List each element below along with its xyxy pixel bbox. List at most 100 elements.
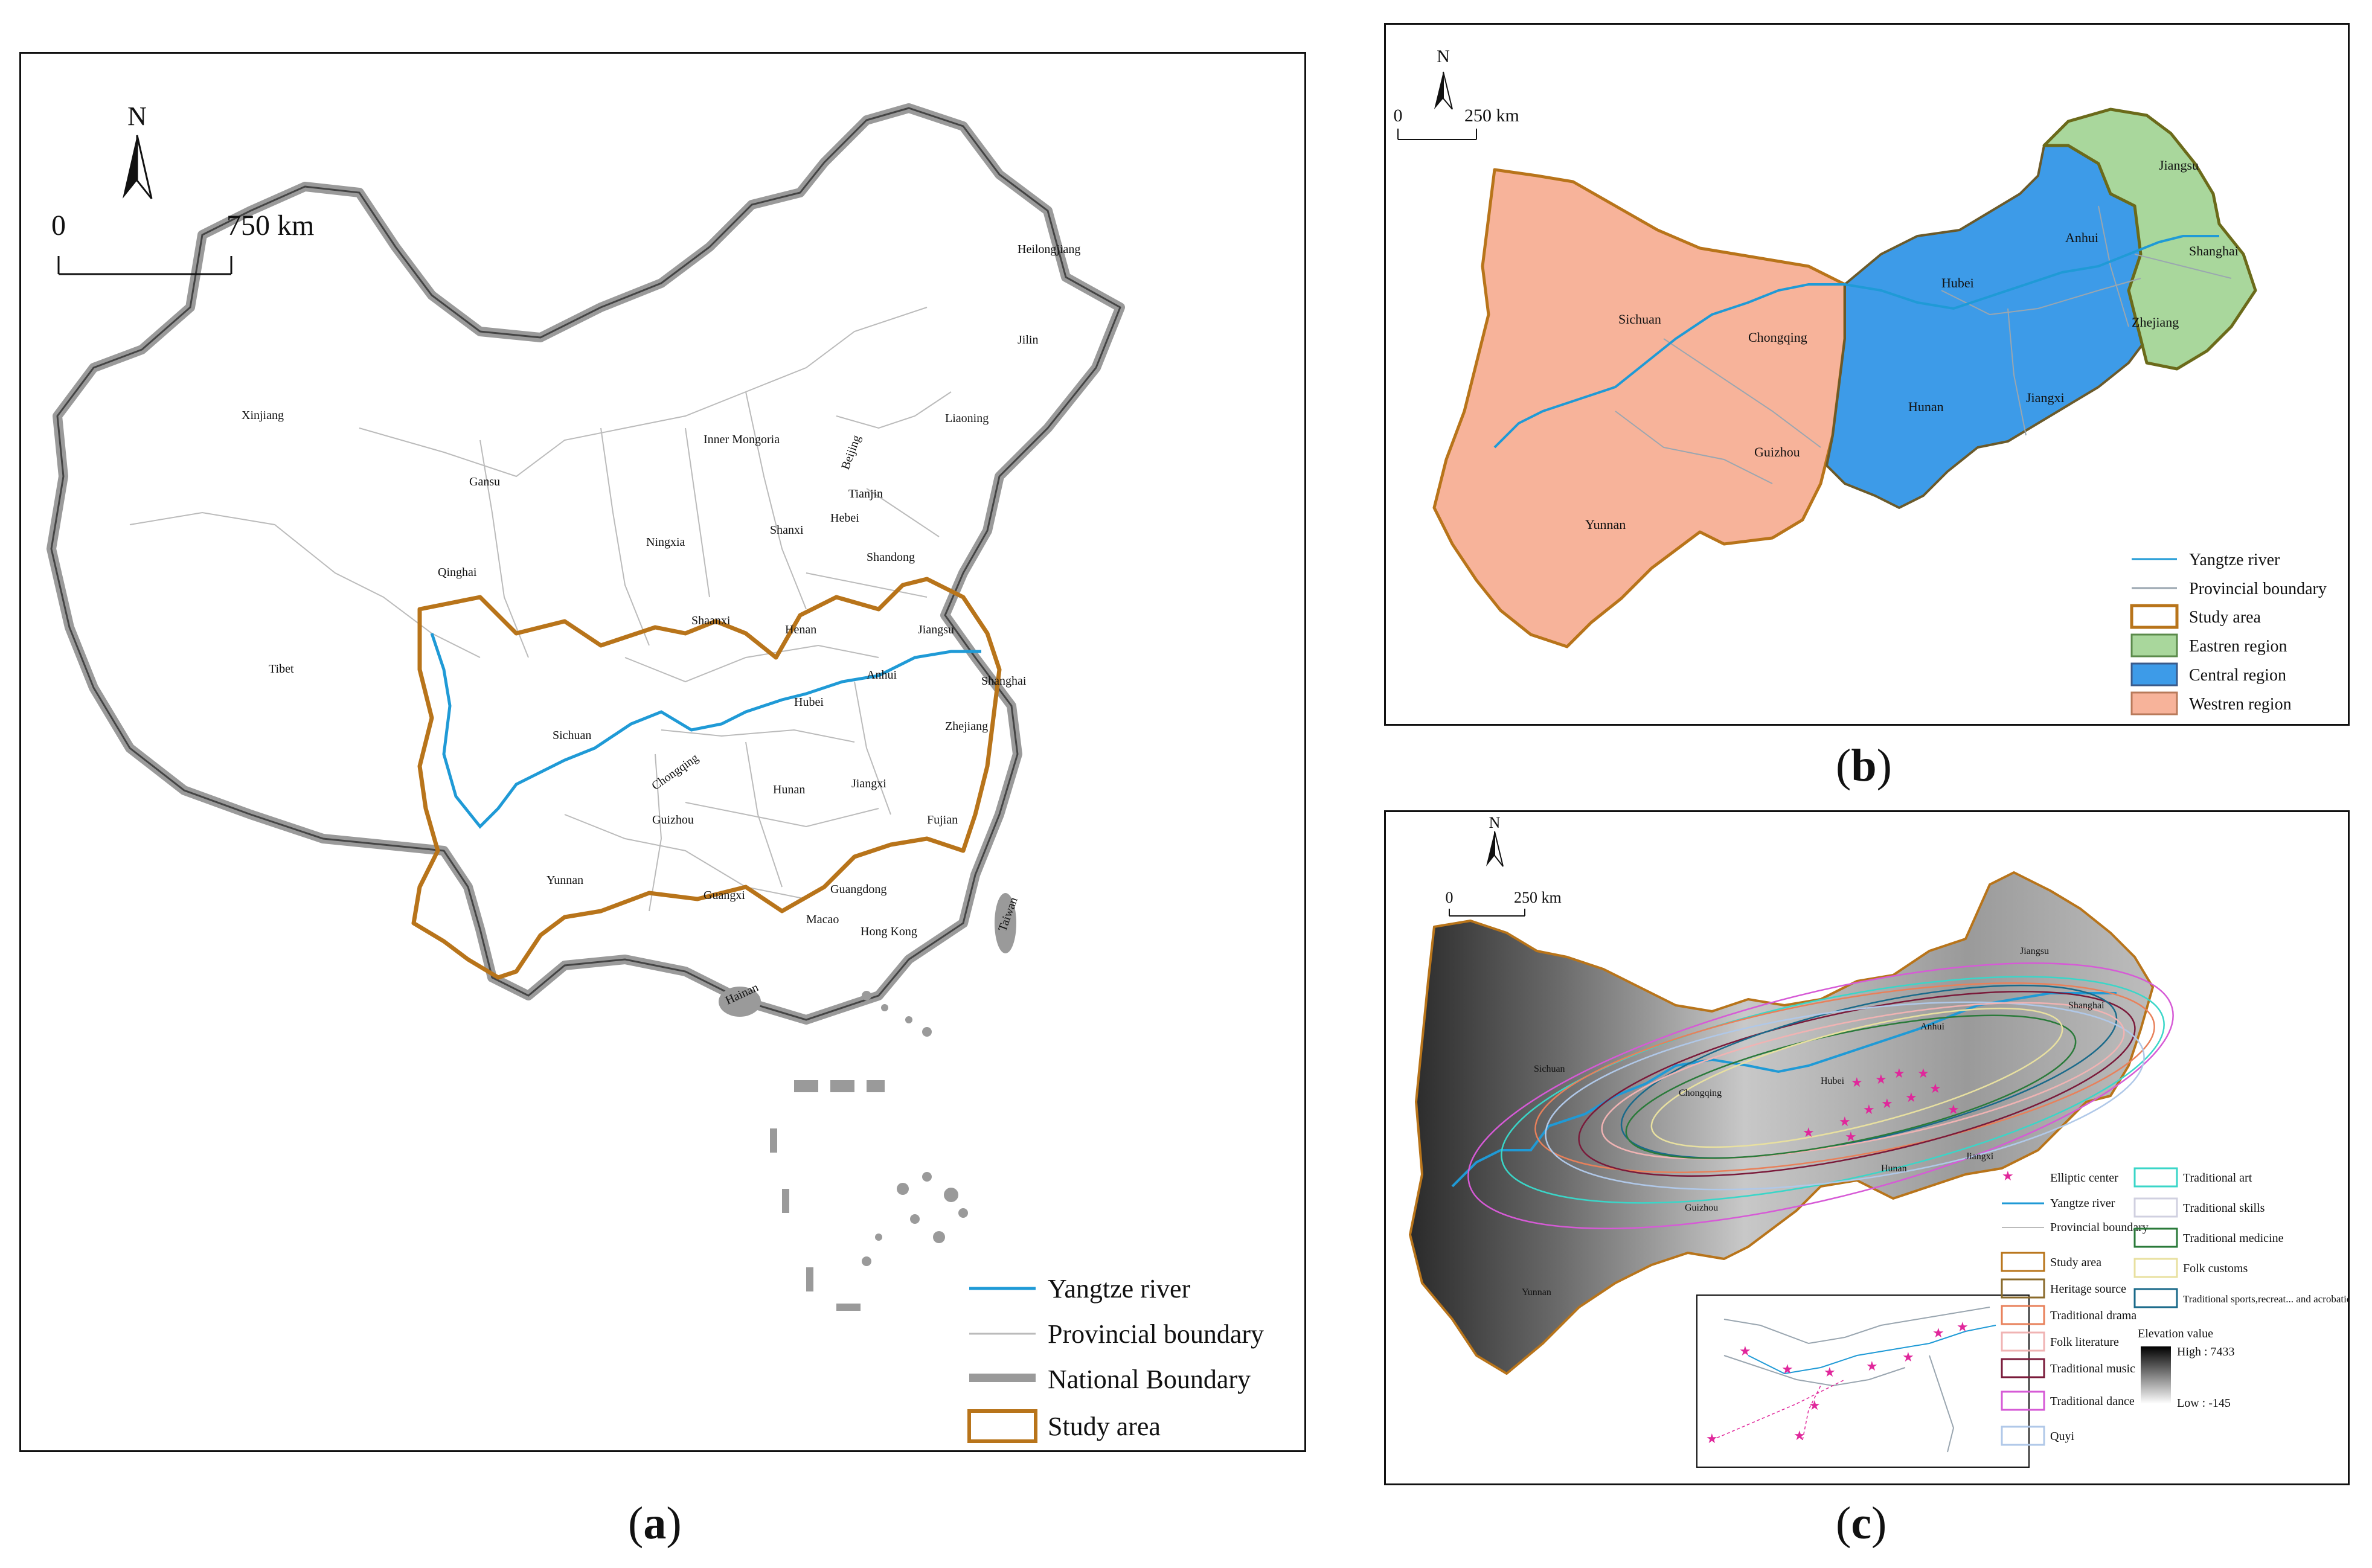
province-label: Sichuan: [553, 729, 591, 742]
legend-label: Quyi: [2050, 1430, 2074, 1443]
provincial-boundaries: [129, 307, 952, 912]
china-map-svg: N 0 750 km Heilongjiang Jilin Liaoning X…: [46, 101, 1264, 1443]
legend-swatch-sports: [2133, 1288, 2178, 1308]
legend-label: Traditional drama: [2050, 1309, 2136, 1322]
legend-label: Yangtze river: [2189, 551, 2280, 569]
elliptic-centers: ★ ★ ★ ★ ★ ★ ★ ★ ★ ★ ★ ★: [1803, 1066, 1960, 1144]
caption-close: ): [1876, 740, 1892, 791]
legend-swatch-dance: [2001, 1390, 2045, 1411]
legend-swatch-art: [2133, 1167, 2178, 1188]
elliptic-center-star-icon: ★: [1947, 1102, 1960, 1117]
province-label: Hubei: [794, 696, 824, 709]
legend-label: Study area: [2050, 1256, 2101, 1269]
elliptic-center-star-icon: ★: [1803, 1125, 1815, 1140]
legend-label: Traditional skills: [2183, 1202, 2265, 1215]
caption-letter: a: [643, 1498, 667, 1549]
legend-label: Elliptic center: [2050, 1171, 2118, 1185]
inset-map: ★ ★ ★ ★ ★ ★ ★ ★ ★ ★: [1696, 1294, 2030, 1468]
legend-c-right: Traditional art Traditional skills Tradi…: [2133, 1167, 2348, 1410]
province-label: Macao: [806, 913, 839, 926]
panel-b-study-regions: N 0 250 km Jiangsu Anhui Shanghai Hubei …: [1384, 23, 2350, 726]
provincial-boundaries-b: [1615, 205, 2232, 484]
inset-star-icon: ★: [1706, 1431, 1718, 1446]
province-label: Xinjiang: [242, 409, 284, 422]
elliptic-center-star-icon: ★: [1863, 1102, 1875, 1117]
province-label: Shandong: [867, 551, 915, 564]
province-label: Anhui: [2065, 230, 2098, 245]
province-label: Anhui: [867, 668, 897, 682]
province-label: Yunnan: [1585, 517, 1626, 532]
yangtze-river: [430, 633, 981, 829]
inset-star-icon: ★: [1824, 1365, 1836, 1380]
province-label: Heilongjiang: [1018, 243, 1080, 256]
inset-star-icon: ★: [1793, 1428, 1806, 1443]
inset-star-icon: ★: [1957, 1319, 1969, 1334]
legend-a: Yangtze river Provincial boundary Nation…: [967, 1274, 1264, 1443]
inset-star-icon: ★: [1866, 1358, 1878, 1374]
inset-star-icon: ★: [1781, 1362, 1793, 1377]
province-label: Jiangxi: [2026, 390, 2065, 405]
legend-label: Westren region: [2189, 695, 2292, 714]
legend-swatch-central: [2130, 662, 2178, 686]
islands: [719, 893, 1016, 1311]
legend-label: Study area: [1048, 1412, 1161, 1441]
legend-swatch-eastern: [2130, 633, 2178, 658]
province-label: Yunnan: [547, 874, 583, 887]
elevation-ramp: [2141, 1346, 2171, 1404]
province-label: Shanghai: [2068, 1000, 2104, 1011]
province-labels-c: Jiangsu Shanghai Anhui Sichuan Chongqing…: [1522, 946, 2104, 1298]
caption-b: (b): [1836, 740, 1892, 792]
province-label: Fujian: [927, 813, 958, 827]
eastern-region: [2042, 107, 2257, 371]
province-label: Hong Kong: [861, 925, 917, 938]
province-label: Guangdong: [830, 883, 886, 896]
province-labels-b: Jiangsu Anhui Shanghai Hubei Sichuan Cho…: [1585, 158, 2239, 532]
scale-bar: [57, 256, 232, 275]
heritage-map-svg: ★ ★ ★ ★ ★ ★ ★ ★ ★ ★ ★ ★ Jiangsu Shanghai…: [1409, 814, 2348, 1468]
elevation-title: Elevation value: [2138, 1327, 2213, 1340]
province-label: Jilin: [1018, 333, 1038, 347]
legend-swatch-western: [2130, 691, 2178, 715]
province-label: Qinghai: [438, 566, 477, 579]
north-label: N: [127, 101, 147, 131]
scale-bar: [1449, 909, 1525, 917]
north-label: N: [1437, 46, 1450, 66]
province-label: Anhui: [1920, 1022, 1945, 1032]
caption-close: ): [666, 1498, 682, 1549]
legend-swatch-medicine: [2133, 1227, 2178, 1248]
inset-star-icon: ★: [1902, 1349, 1914, 1365]
province-label: Guizhou: [1685, 1203, 1718, 1213]
province-label: Tibet: [269, 662, 294, 676]
legend-label: Heritage source: [2050, 1282, 2126, 1296]
legend-label: Central region: [2189, 666, 2286, 685]
legend-swatch-quyi: [2001, 1426, 2045, 1446]
legend-c-left: ★ Elliptic center Yangtze river Provinci…: [2001, 1168, 2149, 1446]
elliptic-center-star-icon: ★: [1851, 1075, 1863, 1090]
province-label: Zhejiang: [945, 720, 988, 733]
elliptic-center-star-icon: ★: [1881, 1096, 1893, 1111]
elliptic-center-star-icon: ★: [1905, 1090, 1917, 1105]
legend-swatch-study-area: [2001, 1252, 2045, 1272]
province-label: Guizhou: [652, 813, 694, 827]
province-label: Chongqing: [1748, 330, 1807, 345]
legend-swatch-drama: [2001, 1305, 2045, 1325]
province-label: Guizhou: [1754, 444, 1800, 459]
province-label: Chongqing: [1679, 1088, 1722, 1098]
legend-label: Traditional art: [2183, 1171, 2252, 1185]
legend-label: Traditional dance: [2050, 1395, 2135, 1408]
province-label: Shanxi: [770, 523, 804, 537]
elliptic-center-star-icon: ★: [1929, 1081, 1941, 1096]
standard-deviation-ellipses: [1467, 962, 2174, 1229]
province-label: Hunan: [1881, 1163, 1907, 1174]
scale-zero: 0: [1394, 106, 1403, 126]
province-label: Jiangsu: [2159, 158, 2199, 173]
national-boundary: [46, 103, 1125, 1025]
legend-label: Provincial boundary: [1048, 1319, 1264, 1349]
province-label: Shaanxi: [691, 614, 731, 627]
legend-label: Traditional medicine: [2183, 1232, 2284, 1245]
legend-swatch-study-area: [967, 1409, 1037, 1443]
province-label: Jiangsu: [2020, 946, 2049, 956]
north-arrow-icon: [1434, 71, 1453, 110]
scale-zero: 0: [1446, 889, 1454, 906]
panel-c-heritage-ellipses: ★ ★ ★ ★ ★ ★ ★ ★ ★ ★ ★ ★ Jiangsu Shanghai…: [1384, 810, 2350, 1485]
